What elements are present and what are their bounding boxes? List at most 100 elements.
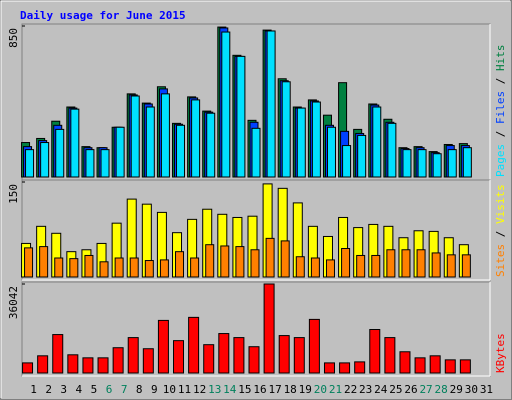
bar [326, 126, 336, 178]
bar [263, 283, 275, 374]
bar [280, 240, 290, 278]
bar [100, 149, 110, 178]
bar [325, 259, 335, 278]
legend-separator: / [494, 71, 507, 91]
bar [432, 153, 442, 178]
bar [295, 256, 305, 278]
bar [188, 316, 200, 374]
legend-entry: Pages [494, 144, 507, 177]
legend-entry: KBytes [494, 333, 507, 373]
x-tick-label: 26 [404, 383, 417, 396]
bar [97, 357, 109, 374]
bar [173, 340, 185, 374]
x-tick-label: 2 [45, 383, 52, 396]
x-tick-label: 8 [136, 383, 143, 396]
bar [323, 362, 335, 374]
bar [39, 246, 49, 278]
bar [130, 95, 140, 178]
x-tick-label: 27 [419, 383, 432, 396]
bar [296, 107, 306, 178]
bar [236, 55, 246, 178]
bar [444, 359, 456, 374]
bar [84, 254, 94, 278]
bar [399, 351, 411, 374]
bar [82, 357, 94, 374]
bar [278, 335, 290, 374]
bar [429, 355, 441, 374]
bar [22, 362, 34, 374]
bar [52, 334, 64, 374]
bar [69, 258, 79, 278]
bar [191, 99, 201, 178]
bar [462, 147, 472, 178]
bar [127, 337, 139, 374]
x-tick-label: 7 [121, 383, 128, 396]
bar [401, 249, 411, 278]
bar [233, 337, 245, 374]
legend-separator: / [494, 124, 507, 144]
legend: Sites / Visits [494, 184, 507, 277]
x-tick-label: 15 [238, 383, 251, 396]
legend-entry: Files [494, 91, 507, 124]
bar [25, 149, 35, 178]
bar [55, 128, 65, 178]
legend-entry: Visits [494, 184, 507, 224]
bar [99, 261, 109, 278]
x-tick-label: 29 [450, 383, 463, 396]
bar [206, 112, 216, 178]
bar [308, 318, 320, 374]
bar [221, 31, 231, 178]
bar [311, 101, 321, 178]
bar [416, 249, 426, 278]
bar [402, 149, 412, 178]
bar [24, 247, 34, 278]
y-tick-label: 36042 [7, 286, 20, 319]
x-tick-label: 31 [480, 383, 493, 396]
x-tick-label: 3 [60, 383, 67, 396]
bar [354, 361, 366, 374]
x-tick-label: 5 [91, 383, 98, 396]
bar [293, 337, 305, 374]
bar [220, 245, 230, 278]
chart-title: Daily usage for June 2015 [20, 9, 186, 22]
bar [144, 260, 154, 278]
bar [176, 124, 186, 178]
bar [54, 257, 64, 278]
x-tick-label: 23 [359, 383, 372, 396]
legend: KBytes [494, 333, 507, 373]
bar [417, 149, 427, 178]
x-tick-label: 24 [374, 383, 388, 396]
x-tick-label: 16 [253, 383, 266, 396]
bar [190, 257, 200, 278]
x-tick-label: 20 [314, 383, 327, 396]
bar [112, 347, 124, 374]
x-tick-label: 11 [178, 383, 191, 396]
x-tick-label: 1 [30, 383, 37, 396]
bar [251, 127, 261, 178]
legend: Pages / Files / Hits [494, 45, 507, 178]
legend-separator: / [494, 224, 507, 244]
x-tick-label: 22 [344, 383, 357, 396]
y-tick-label: 150 [7, 184, 20, 204]
x-tick-label: 18 [284, 383, 297, 396]
bar [160, 93, 170, 178]
bar [384, 337, 396, 374]
bar [142, 348, 154, 374]
bar [461, 254, 471, 278]
legend-entry: Sites [494, 244, 507, 277]
x-tick-label: 9 [151, 383, 158, 396]
x-tick-label: 28 [435, 383, 448, 396]
bar [114, 257, 124, 278]
bar [175, 251, 185, 278]
bar [342, 145, 352, 178]
x-tick-label: 17 [268, 383, 281, 396]
bar [357, 134, 367, 178]
bar [115, 126, 125, 178]
bar [157, 319, 169, 374]
bar [339, 362, 351, 374]
bar [341, 248, 351, 278]
bar [447, 149, 457, 178]
bar [129, 257, 139, 278]
